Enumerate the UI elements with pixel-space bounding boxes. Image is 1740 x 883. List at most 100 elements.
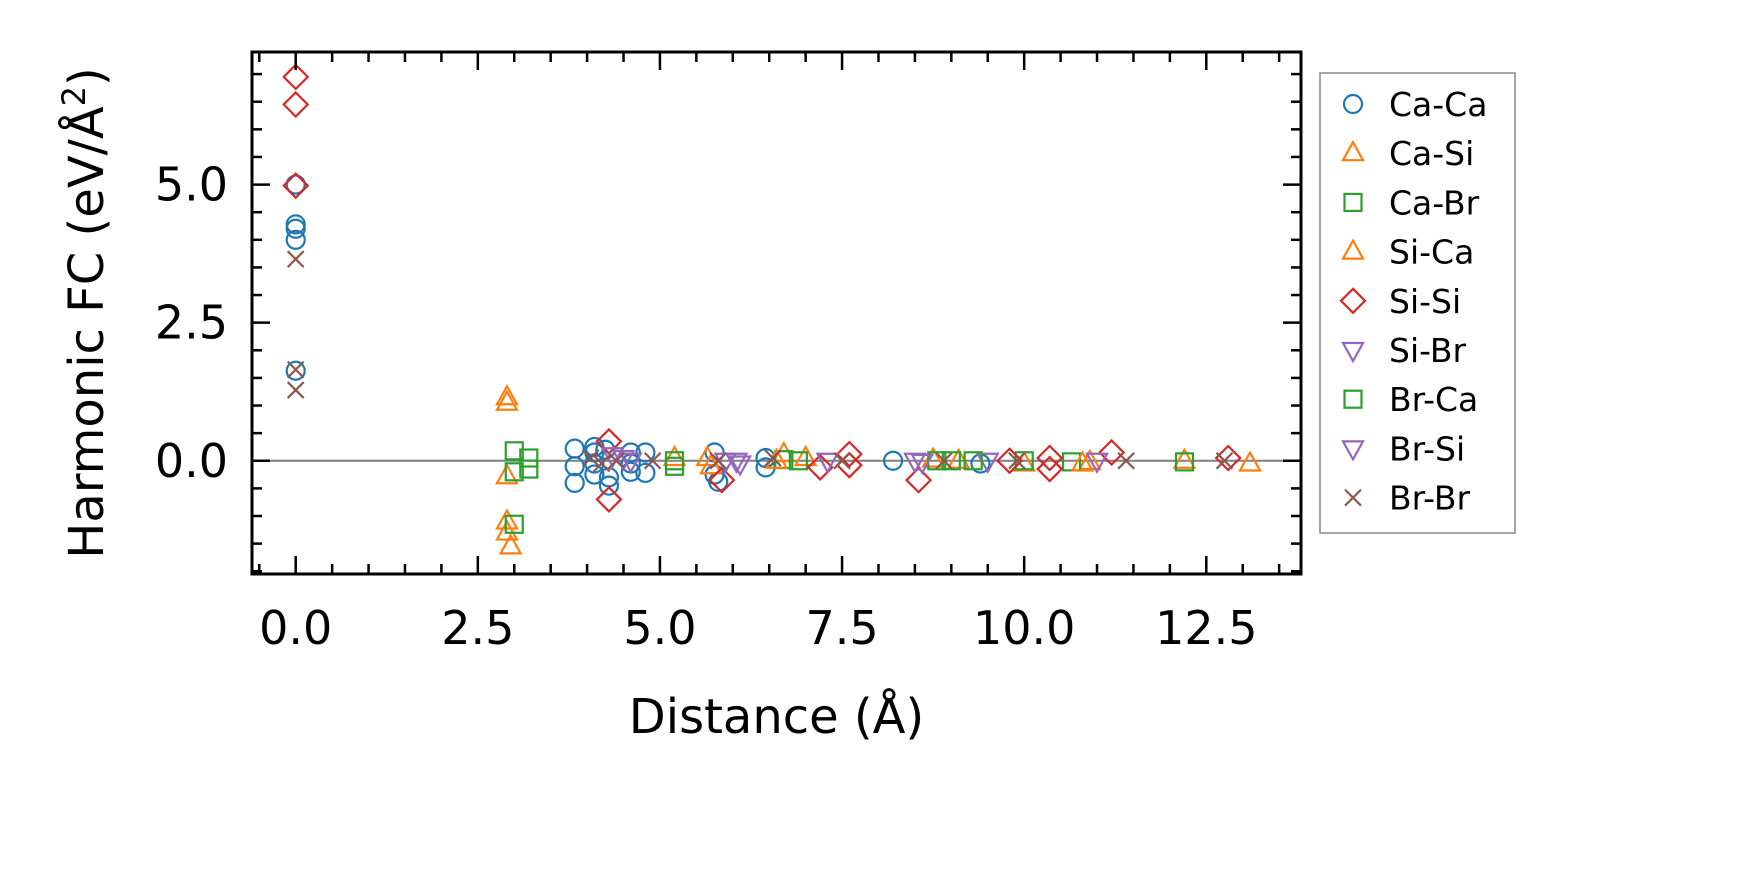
data-point bbox=[504, 514, 524, 534]
data-points bbox=[282, 63, 1262, 555]
data-point bbox=[285, 229, 306, 250]
data-point bbox=[286, 250, 305, 268]
legend-marker bbox=[1341, 341, 1365, 364]
data-point bbox=[835, 440, 863, 468]
legend-marker bbox=[1341, 238, 1365, 260]
data-point bbox=[708, 466, 736, 494]
data-point bbox=[910, 453, 935, 476]
data-point bbox=[903, 452, 927, 475]
data-point bbox=[643, 451, 662, 470]
data-point bbox=[664, 456, 685, 476]
data-point bbox=[495, 508, 519, 530]
data-point bbox=[286, 381, 305, 399]
y-tick-labels: 0.0 2.5 5.0 bbox=[155, 158, 228, 488]
x-tick-label: 2.5 bbox=[441, 601, 514, 655]
x-tick-label: 10.0 bbox=[973, 601, 1075, 655]
legend-marker bbox=[1343, 389, 1363, 409]
data-point bbox=[282, 90, 310, 119]
series-ca-si bbox=[495, 383, 1262, 555]
legend-label: Ca-Si bbox=[1389, 134, 1474, 173]
data-point bbox=[495, 462, 519, 485]
x-tick-label: 12.5 bbox=[1155, 601, 1257, 655]
legend-marker bbox=[1341, 440, 1365, 462]
data-point bbox=[285, 174, 306, 195]
data-point bbox=[495, 519, 519, 541]
x-tick-labels: 0.0 2.5 5.0 7.5 10.0 12.5 bbox=[259, 601, 1257, 655]
legend-label: Br-Si bbox=[1389, 429, 1465, 468]
data-point bbox=[996, 447, 1024, 475]
data-point bbox=[1070, 450, 1095, 472]
data-point bbox=[620, 442, 641, 463]
data-point bbox=[285, 360, 306, 381]
data-point bbox=[581, 449, 600, 467]
legend-label: Si-Br bbox=[1389, 331, 1466, 370]
data-point bbox=[1117, 451, 1135, 470]
data-point bbox=[504, 462, 524, 482]
data-point bbox=[1098, 438, 1126, 467]
data-point bbox=[935, 451, 953, 470]
data-point bbox=[635, 462, 656, 484]
plot-frame bbox=[250, 50, 1303, 576]
data-point bbox=[709, 451, 727, 470]
legend-marker bbox=[1341, 139, 1365, 162]
data-point bbox=[764, 449, 782, 467]
data-point bbox=[882, 450, 904, 471]
x-tick-label: 0.0 bbox=[259, 601, 332, 655]
series-si-si bbox=[282, 63, 1242, 513]
legend-marker bbox=[1343, 192, 1363, 212]
y-axis-label-superscript: 2 bbox=[55, 86, 93, 106]
data-point bbox=[519, 459, 539, 479]
series-br-br bbox=[286, 250, 1234, 473]
data-point bbox=[286, 360, 305, 379]
data-point bbox=[1085, 452, 1109, 475]
legend-marker bbox=[1342, 93, 1364, 115]
data-point bbox=[833, 451, 851, 470]
data-point bbox=[595, 485, 623, 513]
data-point bbox=[1036, 444, 1064, 472]
data-point bbox=[564, 472, 585, 493]
data-point bbox=[584, 464, 605, 485]
data-point bbox=[815, 452, 840, 475]
data-point bbox=[1215, 451, 1234, 470]
legend: Ca-Ca Ca-Si Ca-Br Si-Ca Si-Si Si-Br Br-Ca Br-Si… bbox=[1319, 72, 1516, 534]
legend-marker bbox=[1344, 488, 1362, 507]
data-point bbox=[1174, 452, 1195, 472]
y-axis-label-main: Harmonic FC (eV/Å bbox=[58, 106, 115, 559]
legend-label: Ca-Ca bbox=[1389, 85, 1487, 124]
data-point bbox=[607, 451, 626, 470]
data-point bbox=[793, 444, 818, 467]
data-point bbox=[728, 455, 752, 477]
y-tick-label: 2.5 bbox=[155, 296, 228, 350]
legend-label: Si-Si bbox=[1389, 282, 1461, 321]
data-point bbox=[282, 63, 310, 91]
data-point bbox=[662, 444, 687, 467]
data-point bbox=[598, 475, 620, 496]
data-point bbox=[635, 442, 656, 463]
data-point bbox=[519, 448, 539, 468]
data-point bbox=[282, 172, 310, 200]
x-tick-label: 7.5 bbox=[805, 601, 878, 655]
data-point bbox=[788, 451, 808, 471]
series-br-si bbox=[728, 453, 935, 477]
data-point bbox=[285, 218, 306, 239]
y-axis-label-close: ) bbox=[59, 67, 115, 86]
data-point bbox=[1238, 450, 1262, 472]
data-point bbox=[620, 461, 641, 482]
y-tick-label: 0.0 bbox=[155, 434, 228, 488]
data-point bbox=[495, 389, 519, 411]
data-point bbox=[495, 383, 519, 406]
data-point bbox=[1214, 444, 1242, 472]
x-axis-label: Distance (Å) bbox=[629, 688, 924, 745]
data-point bbox=[1172, 447, 1197, 469]
legend-label: Ca-Br bbox=[1389, 183, 1480, 222]
data-point bbox=[504, 441, 524, 461]
legend-label: Br-Ca bbox=[1389, 380, 1478, 419]
y-tick-label: 5.0 bbox=[155, 158, 228, 212]
data-point bbox=[1077, 448, 1102, 470]
data-point bbox=[963, 451, 983, 471]
axis-ticks bbox=[252, 52, 1301, 574]
x-tick-label: 5.0 bbox=[623, 601, 696, 655]
data-point bbox=[806, 453, 834, 481]
data-point bbox=[498, 533, 523, 555]
